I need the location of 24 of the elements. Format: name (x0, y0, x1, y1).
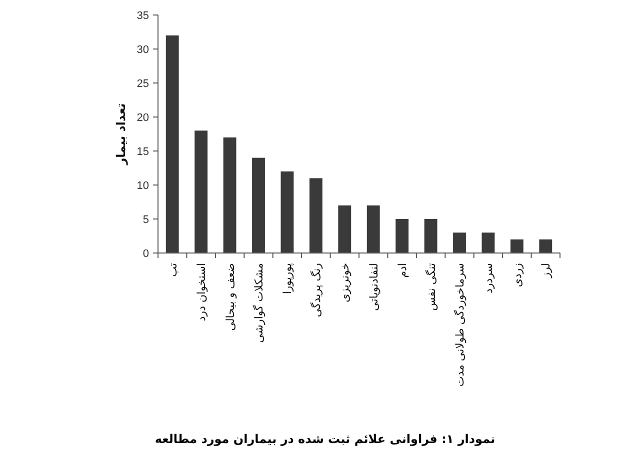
x-tick-label: لنفادنوپاتی (367, 263, 380, 311)
x-tick-label: رنگ پریدگی (310, 263, 323, 318)
y-tick-label: 0 (142, 248, 149, 260)
y-tick-label: 30 (136, 44, 149, 56)
text: نمودار ١: فراوانی علائم ثبت شده در بیماران مورد مطالعه (154, 432, 496, 446)
x-tick-label: تب (166, 263, 180, 277)
x-tick-label: خونریزی (338, 263, 352, 302)
y-axis-title: تعداد بیمار (114, 103, 128, 166)
y-tick-label: 20 (136, 112, 149, 124)
x-tick-label: ضعف و بیحالی (224, 263, 237, 331)
y-tick-label: 5 (142, 214, 149, 226)
x-tick-label: سرماخوردگی طولانی مدت (454, 263, 466, 387)
y-tick-label: 35 (136, 10, 149, 22)
y-tick-label: 15 (136, 146, 149, 158)
x-tick-label: زردی (510, 263, 524, 288)
x-tick-label: پورپورا (281, 263, 294, 294)
x-tick-label: لرز (540, 263, 553, 279)
y-tick-label: 25 (136, 78, 149, 90)
x-tick-label: سردرد (482, 263, 496, 294)
x-tick-label: مشکلات گوارشی (252, 262, 266, 343)
y-tick-label: 10 (136, 180, 149, 192)
x-tick-label: تنگی نفس (424, 263, 438, 311)
x-tick-label: استخوان درد (195, 263, 208, 322)
x-tick-label: ادم (396, 263, 410, 278)
